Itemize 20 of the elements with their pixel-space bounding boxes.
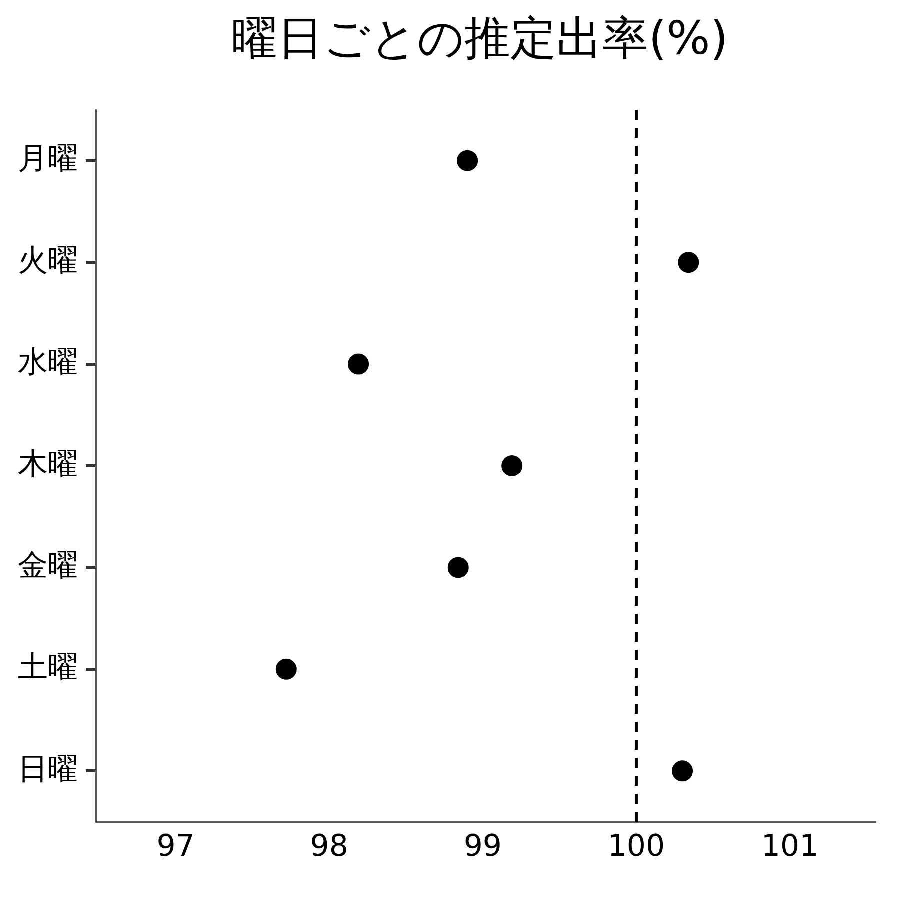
y-tick-label: 火曜 [18, 243, 78, 278]
point [276, 658, 297, 680]
point [672, 760, 694, 782]
y-tick-label: 日曜 [18, 752, 78, 787]
y-tick-label: 木曜 [18, 446, 78, 482]
x-tick-label: 97 [156, 828, 195, 864]
x-tick-label: 101 [761, 828, 819, 864]
y-tick-label: 月曜 [18, 142, 78, 177]
y-tick-label: 金曜 [18, 548, 78, 584]
point [502, 456, 523, 476]
x-tick-label: 99 [464, 828, 502, 864]
x-tick-label: 98 [310, 828, 348, 864]
point [457, 150, 478, 172]
y-tick-label: 土曜 [18, 650, 78, 686]
y-tick-label: 水曜 [18, 345, 78, 380]
point [678, 252, 700, 274]
chart-title: 曜日ごとの推定出率(%) [230, 10, 730, 67]
point [448, 557, 469, 578]
point [348, 354, 370, 375]
x-tick-label: 100 [608, 828, 666, 864]
